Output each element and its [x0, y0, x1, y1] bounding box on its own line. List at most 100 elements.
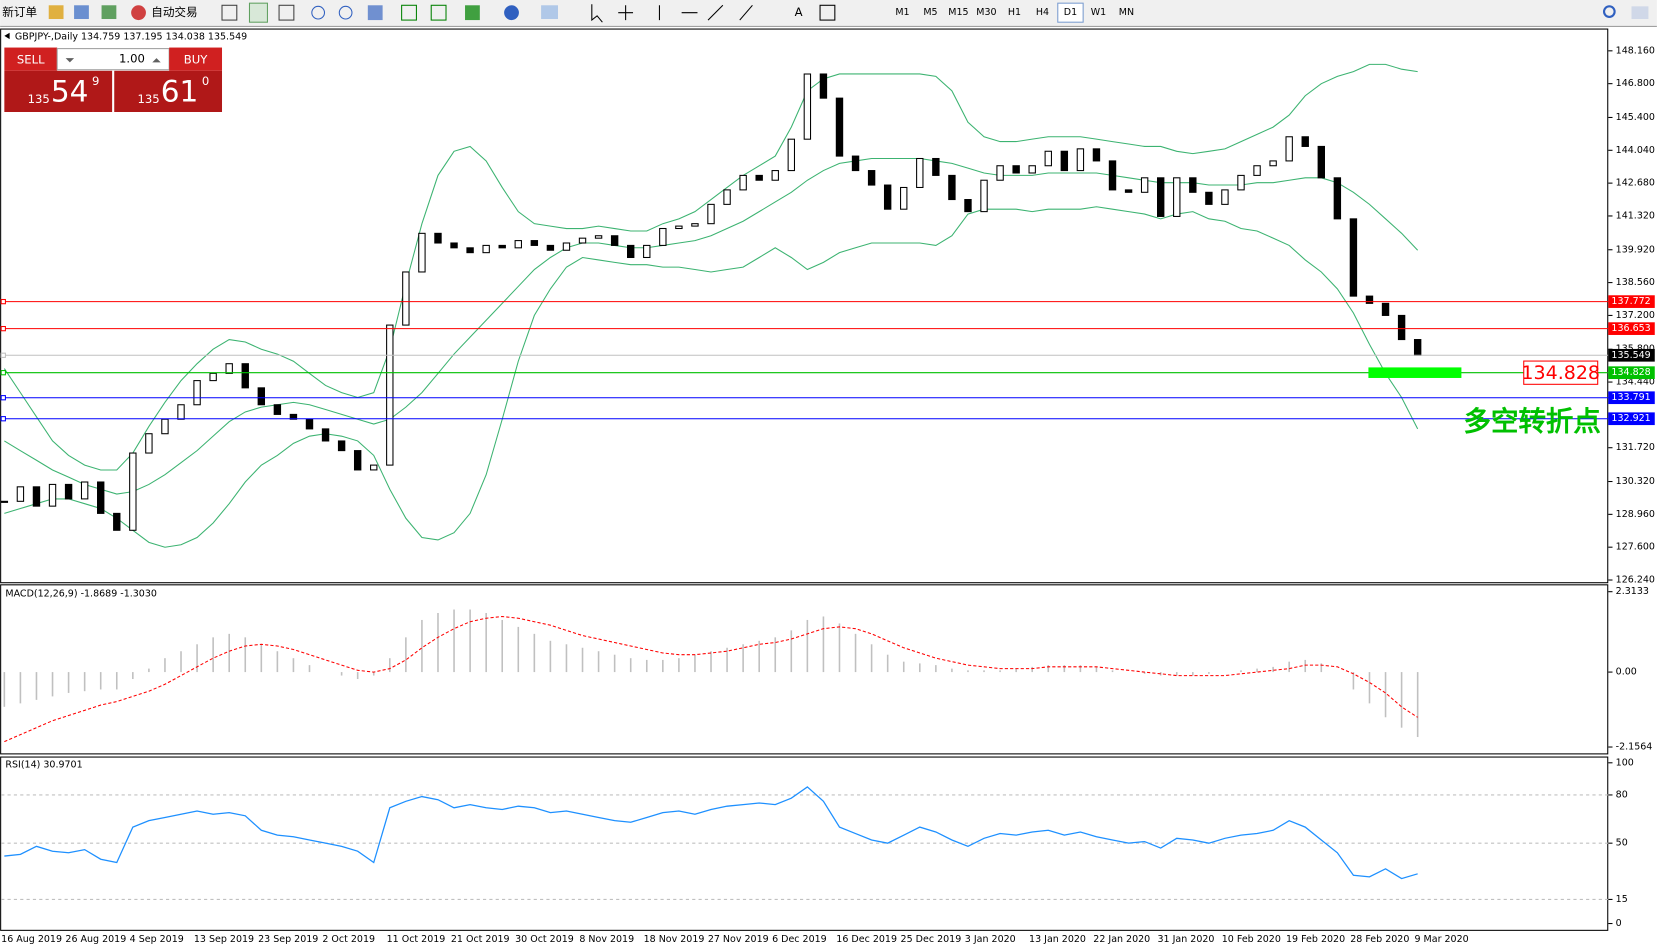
- icon[interactable]: [48, 5, 64, 20]
- candle-body: [1189, 177, 1197, 193]
- trade-panel: SELL 1.00 BUY 135 54 9 135 61 0: [4, 47, 223, 112]
- timeframe-button[interactable]: H1: [1008, 7, 1021, 18]
- timeframe-button[interactable]: M5: [923, 7, 937, 18]
- price-callout: 134.828: [1521, 362, 1600, 384]
- candle-body: [803, 73, 812, 140]
- auto-trading-button[interactable]: 自动交易: [151, 5, 197, 19]
- new-order-button[interactable]: 新订单: [2, 5, 37, 19]
- icon[interactable]: [504, 5, 519, 21]
- timeframe-button[interactable]: H4: [1036, 7, 1049, 18]
- y-tick-label: 80: [1616, 789, 1628, 800]
- timeframe-button[interactable]: M30: [976, 7, 996, 18]
- level-marker: [0, 395, 6, 401]
- icon[interactable]: [311, 5, 326, 20]
- candle-body: [594, 235, 603, 239]
- candle-body: [1028, 165, 1036, 174]
- candle-body: [1140, 177, 1149, 193]
- y-tick-label: 15: [1616, 894, 1628, 905]
- y-tick-label: 144.040: [1616, 145, 1655, 156]
- icon[interactable]: [101, 5, 117, 20]
- candle-body: [819, 73, 828, 99]
- x-tick-label: 13 Jan 2020: [1029, 934, 1086, 945]
- y-tick-label: -2.1564: [1616, 742, 1653, 753]
- icon[interactable]: A: [795, 5, 803, 19]
- level-label-box: [1608, 348, 1655, 362]
- icon[interactable]: [248, 2, 268, 23]
- icon[interactable]: [430, 4, 447, 21]
- icon[interactable]: [221, 4, 238, 21]
- icon[interactable]: [338, 5, 353, 20]
- x-tick-label: 23 Sep 2019: [258, 934, 318, 945]
- y-tick-label: 134.440: [1616, 377, 1655, 388]
- level-label-box: [1608, 412, 1655, 426]
- x-tick-label: 26 Aug 2019: [65, 934, 126, 945]
- candle-body: [643, 244, 651, 259]
- y-tick-label: 148.160: [1616, 45, 1655, 56]
- timeframe-button[interactable]: M1: [895, 7, 909, 18]
- auto-trading-icon[interactable]: [131, 5, 146, 21]
- timeframe-button[interactable]: D1: [1064, 7, 1077, 18]
- bollinger-band: [3, 63, 1418, 471]
- icon[interactable]: [401, 4, 417, 21]
- icon[interactable]: [465, 5, 480, 21]
- search-icon[interactable]: [1602, 5, 1616, 18]
- candle-body: [723, 189, 731, 205]
- icon[interactable]: [658, 4, 753, 21]
- x-tick-label: 16 Aug 2019: [1, 934, 62, 945]
- y-tick-label: 126.240: [1616, 575, 1655, 586]
- turning-zone: [1368, 367, 1462, 378]
- x-tick-label: 31 Jan 2020: [1158, 934, 1215, 945]
- price-big: 135: [28, 92, 50, 106]
- timeframe-button[interactable]: MN: [1119, 7, 1134, 18]
- x-tick-label: 9 Mar 2020: [1414, 934, 1468, 945]
- x-tick-label: 10 Feb 2020: [1222, 934, 1281, 945]
- icon[interactable]: [819, 4, 836, 21]
- macd-panel: [0, 584, 1609, 755]
- candle-body: [771, 170, 779, 181]
- candle-body: [97, 481, 105, 514]
- candle-body: [1124, 189, 1133, 193]
- icon[interactable]: [541, 5, 559, 20]
- candle-body: [867, 170, 876, 186]
- candle-body: [1012, 165, 1020, 174]
- candle-body: [659, 227, 667, 246]
- candle-body: [145, 433, 153, 454]
- price-point: 9: [92, 74, 99, 88]
- bollinger-band: [4, 206, 1419, 548]
- sell-label[interactable]: SELL: [17, 53, 45, 67]
- timeframe-button[interactable]: M15: [948, 7, 968, 18]
- y-tick-label: 0: [1616, 918, 1622, 929]
- menu-icon[interactable]: [1631, 6, 1649, 20]
- icon[interactable]: [74, 5, 89, 20]
- candle-body: [1044, 150, 1052, 167]
- candle-body: [1285, 136, 1293, 162]
- candle-body: [193, 380, 201, 406]
- buy-label[interactable]: BUY: [184, 53, 208, 67]
- y-tick-label: 131.720: [1616, 442, 1655, 453]
- icon[interactable]: [591, 4, 603, 23]
- icon[interactable]: [618, 5, 634, 21]
- level-label-box: [1608, 322, 1655, 335]
- level-label: 137.772: [1611, 296, 1650, 307]
- level-label-box: [1608, 366, 1655, 380]
- x-tick-label: 8 Nov 2019: [579, 934, 634, 945]
- level-marker: [0, 370, 6, 376]
- icon[interactable]: [367, 5, 383, 21]
- lots-value[interactable]: 1.00: [119, 52, 145, 66]
- lots-input[interactable]: [56, 48, 170, 71]
- sell-button[interactable]: [4, 47, 58, 71]
- icon[interactable]: [278, 4, 295, 21]
- sell-price-box[interactable]: [4, 70, 113, 112]
- x-tick-label: 16 Dec 2019: [836, 934, 897, 945]
- candle-body: [739, 174, 747, 191]
- buy-button[interactable]: [169, 47, 223, 71]
- candle-body: [514, 240, 522, 249]
- timeframe-button[interactable]: W1: [1091, 7, 1106, 18]
- level-marker: [0, 298, 6, 305]
- x-tick-label: 21 Oct 2019: [451, 934, 510, 945]
- candle-body: [273, 404, 282, 415]
- candle-body: [370, 464, 378, 471]
- candle-body: [1365, 295, 1374, 304]
- buy-price-box[interactable]: [114, 70, 223, 112]
- candle-body: [16, 486, 25, 502]
